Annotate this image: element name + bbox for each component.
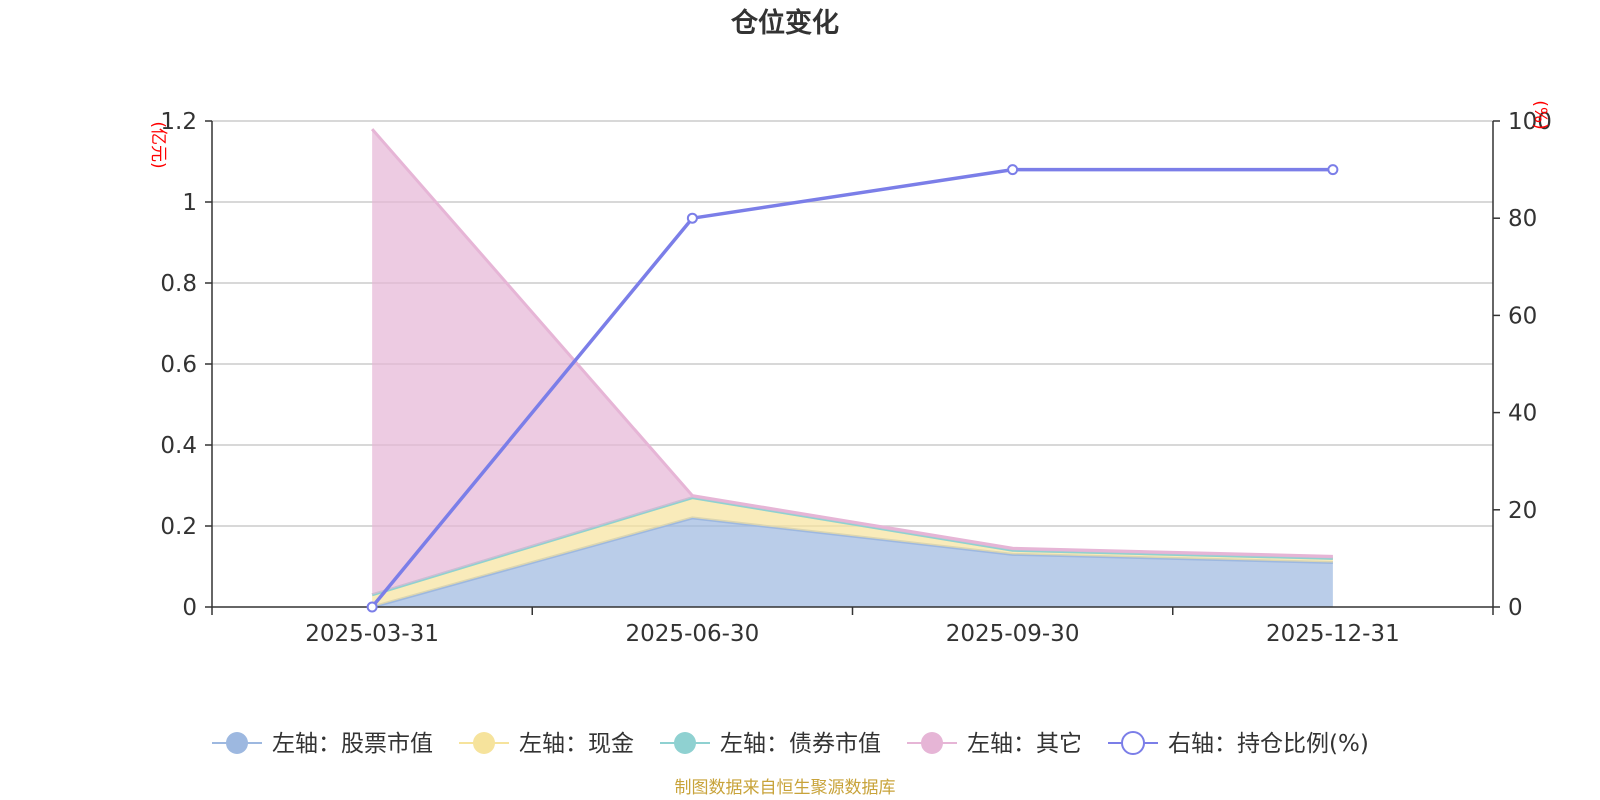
x-tick-label: 2025-09-30 xyxy=(946,621,1080,647)
legend-label: 左轴：现金 xyxy=(519,731,634,757)
area-edge-line xyxy=(370,128,1333,558)
legend-swatch-marker xyxy=(473,732,495,754)
area-series xyxy=(370,128,1333,609)
left-tick-label: 0.2 xyxy=(160,514,197,540)
x-tick-label: 2025-12-31 xyxy=(1266,621,1400,647)
ratio-point xyxy=(1327,164,1339,176)
chart-title: 仓位变化 xyxy=(730,7,839,39)
axes: 2025-03-31 2025-06-30 2025-09-30 2025-12-31… xyxy=(160,109,1551,647)
right-tick-label: 40 xyxy=(1508,401,1537,427)
ratio-point xyxy=(686,212,698,224)
legend-swatch-marker xyxy=(921,732,943,754)
right-tick-label: 0 xyxy=(1508,595,1523,621)
left-tick-label: 0.6 xyxy=(160,352,197,378)
ratio-line xyxy=(370,167,1333,609)
legend-swatch-marker xyxy=(674,732,696,754)
left-axis-unit-label: (亿元) xyxy=(148,121,168,168)
legend-swatch-marker xyxy=(1121,731,1145,755)
area-fill xyxy=(372,497,1333,607)
right-tick-label: 80 xyxy=(1508,206,1537,232)
left-tick-label: 0.4 xyxy=(160,433,197,459)
left-tick-label: 0.8 xyxy=(160,271,197,297)
area-fill xyxy=(372,129,1333,595)
legend-label: 右轴：持仓比例(%) xyxy=(1168,731,1369,757)
ratio-point xyxy=(1007,164,1019,176)
legend: 左轴：股票市值 左轴：现金 左轴：债券市值 左轴：其它 右轴：持仓比例(%) xyxy=(212,731,1369,757)
ratio-point xyxy=(366,601,378,613)
left-tick-label: 1 xyxy=(182,190,197,216)
legend-label: 左轴：其它 xyxy=(967,731,1082,757)
left-tick-label: 1.2 xyxy=(160,109,197,135)
right-tick-label: 20 xyxy=(1508,498,1537,524)
ratio-line-series xyxy=(366,164,1339,613)
right-tick-label: 100 xyxy=(1508,109,1552,135)
source-note: 制图数据来自恒生聚源数据库 xyxy=(675,778,896,798)
left-tick-label: 0 xyxy=(182,595,197,621)
x-tick-label: 2025-03-31 xyxy=(305,621,439,647)
right-axis-unit-label: (%) xyxy=(1530,100,1550,129)
legend-swatch-marker xyxy=(226,732,248,754)
right-tick-label: 60 xyxy=(1508,303,1537,329)
x-tick-label: 2025-06-30 xyxy=(626,621,760,647)
legend-label: 左轴：债券市值 xyxy=(720,731,881,757)
legend-label: 左轴：股票市值 xyxy=(272,731,433,757)
